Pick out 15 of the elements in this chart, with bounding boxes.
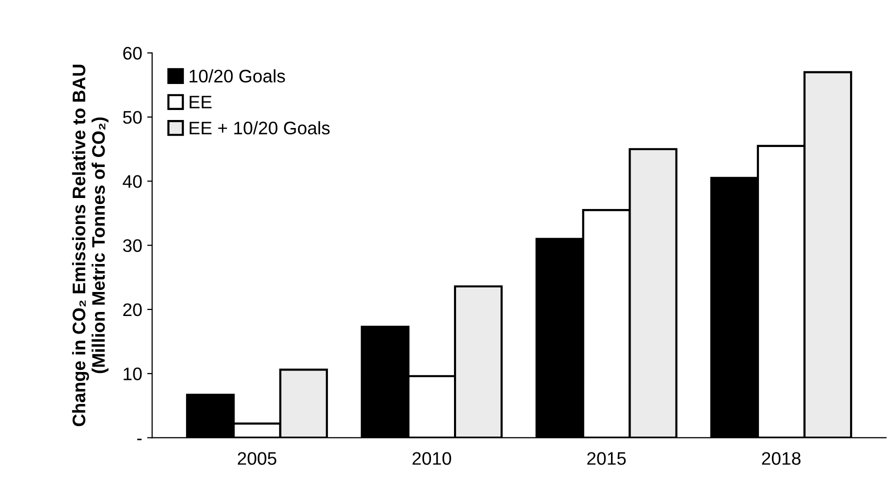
y-tick-label: 40 [122, 175, 142, 188]
x-tick-label: 2018 [762, 452, 801, 465]
x-tick-label: 2015 [587, 452, 626, 465]
y-tick-label: 10 [124, 368, 142, 380]
y-tick-label: 30 [123, 239, 142, 252]
x-tick-label: 2010 [412, 452, 452, 465]
legend-label: EE + 10/20 Goals [190, 121, 330, 134]
legend-label: 10/20 Goals [190, 69, 285, 83]
y-tick-label: 20 [123, 303, 142, 316]
y-axis-title: Change in CO₂ Emissions Relative to BAU (Million Metric Tonnes of CO₂) [72, 64, 108, 426]
x-tick-label: 2005 [238, 452, 276, 465]
y-tick-label: 60 [123, 46, 142, 60]
y-tick-label: 50 [123, 110, 142, 124]
legend-label: EE [190, 96, 212, 108]
y-tick-label: - [137, 438, 142, 440]
